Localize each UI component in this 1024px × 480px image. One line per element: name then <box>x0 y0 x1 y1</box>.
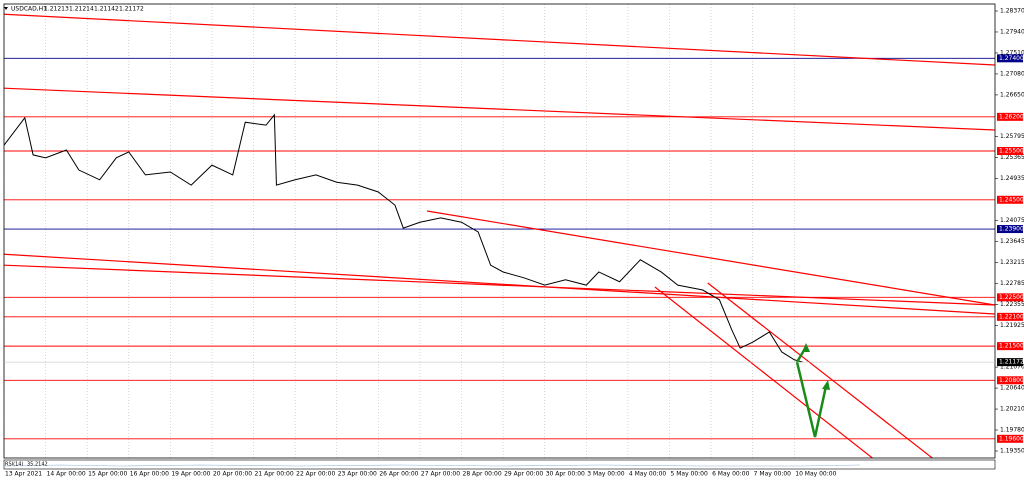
level-label: 1.24500 <box>999 196 1024 203</box>
level-label: 1.20800 <box>999 377 1024 384</box>
trend-line <box>4 13 995 66</box>
y-tick-label: 1.27510 <box>1000 49 1024 56</box>
level-label-box <box>997 54 1023 63</box>
x-tick-label: 19 Apr 00:00 <box>171 471 210 478</box>
y-tick-label: 1.27940 <box>1000 28 1024 35</box>
y-tick-label: 1.23215 <box>1000 259 1024 266</box>
open: 1.21213 <box>44 6 69 13</box>
price-line <box>4 113 803 363</box>
y-tick-label: 1.22785 <box>1000 280 1024 287</box>
level-label-box <box>997 293 1023 302</box>
x-tick-label: 7 May 00:00 <box>754 471 792 478</box>
close: 1.21172 <box>119 6 144 13</box>
y-tick-label: 1.26650 <box>1000 91 1024 98</box>
y-tick-label: 1.25365 <box>1000 154 1024 161</box>
x-tick-label: 15 Apr 00:00 <box>88 471 127 478</box>
green-arrows <box>795 343 830 438</box>
x-tick-label: 13 Apr 2021 <box>5 471 42 478</box>
level-label: 1.21500 <box>999 343 1024 350</box>
y-tick-label: 1.22355 <box>1000 301 1024 308</box>
x-tick-label: 21 Apr 00:00 <box>255 471 294 478</box>
level-label-box <box>997 376 1023 385</box>
trend-line <box>707 282 934 458</box>
level-label-box <box>997 112 1023 121</box>
plot-frame <box>3 3 996 459</box>
x-tick-label: 20 Apr 00:00 <box>213 471 252 478</box>
y-tick-label: 1.20210 <box>1000 406 1024 413</box>
level-label: 1.27400 <box>999 55 1024 62</box>
indicator-line <box>3 464 861 467</box>
y-tick-label: 1.28370 <box>1000 8 1024 15</box>
trend-line <box>4 264 995 306</box>
x-tick-label: 3 May 00:00 <box>587 471 625 478</box>
y-tick-label: 1.21070 <box>1000 364 1024 371</box>
y-tick-label: 1.25795 <box>1000 133 1024 140</box>
current-price-box <box>997 358 1023 367</box>
arrow-head <box>822 380 830 390</box>
level-label: 1.25500 <box>999 148 1024 155</box>
indicator-frame <box>3 459 996 470</box>
low: 1.21142 <box>94 6 119 13</box>
arrow-down-up <box>795 361 828 438</box>
x-tick-label: 14 Apr 00:00 <box>47 471 86 478</box>
level-label-box <box>997 147 1023 155</box>
level-label: 1.26200 <box>999 113 1024 120</box>
x-tick-label: 29 Apr 00:00 <box>504 471 543 478</box>
x-tick-label: 26 Apr 00:00 <box>379 471 418 478</box>
indicator-value: 35.2142 <box>27 462 48 468</box>
level-label-box <box>997 342 1023 351</box>
symbol: USDCAD,H1 <box>11 6 47 13</box>
x-tick-label: 30 Apr 00:00 <box>546 471 585 478</box>
trend-line <box>4 253 995 315</box>
level-label-box <box>997 312 1023 321</box>
x-tick-label: 22 Apr 00:00 <box>296 471 335 478</box>
level-label: 1.19600 <box>999 435 1024 442</box>
level-label: 1.23900 <box>999 226 1024 233</box>
plot-area <box>4 13 995 458</box>
x-tick-label: 16 Apr 00:00 <box>130 471 169 478</box>
high: 1.21214 <box>69 6 94 13</box>
trend-line <box>4 87 995 131</box>
level-label-box <box>997 225 1023 234</box>
trend-line <box>426 210 995 306</box>
y-tick-label: 1.27080 <box>1000 70 1024 77</box>
header-icon <box>4 7 8 10</box>
level-label: 1.22500 <box>999 294 1024 301</box>
current-price-label: 1.21172 <box>999 359 1024 366</box>
y-tick-label: 1.21925 <box>1000 322 1024 329</box>
x-tick-label: 5 May 00:00 <box>670 471 708 478</box>
indicator-name: RSI(14) <box>5 462 23 468</box>
y-tick-label: 1.24075 <box>1000 217 1024 224</box>
x-tick-label: 23 Apr 00:00 <box>338 471 377 478</box>
x-tick-label: 4 May 00:00 <box>629 471 667 478</box>
trend-line <box>654 286 874 458</box>
x-tick-label: 28 Apr 00:00 <box>463 471 502 478</box>
y-tick-label: 1.19350 <box>1000 448 1024 455</box>
header: USDCAD,H1 1.21213 1.21214 1.21142 1.2117… <box>4 6 144 13</box>
level-label: 1.22100 <box>999 313 1024 320</box>
x-tick-label: 10 May 00:00 <box>795 471 836 478</box>
level-label-box <box>997 434 1023 443</box>
arrow-head <box>802 343 810 352</box>
y-tick-label: 1.23645 <box>1000 238 1024 245</box>
y-tick-label: 1.24935 <box>1000 175 1024 182</box>
y-tick-label: 1.20640 <box>1000 385 1024 392</box>
y-tick-label: 1.19780 <box>1000 427 1024 434</box>
grid <box>3 4 795 458</box>
level-label-box <box>997 195 1023 204</box>
x-tick-label: 6 May 00:00 <box>712 471 750 478</box>
x-tick-label: 27 Apr 00:00 <box>421 471 460 478</box>
